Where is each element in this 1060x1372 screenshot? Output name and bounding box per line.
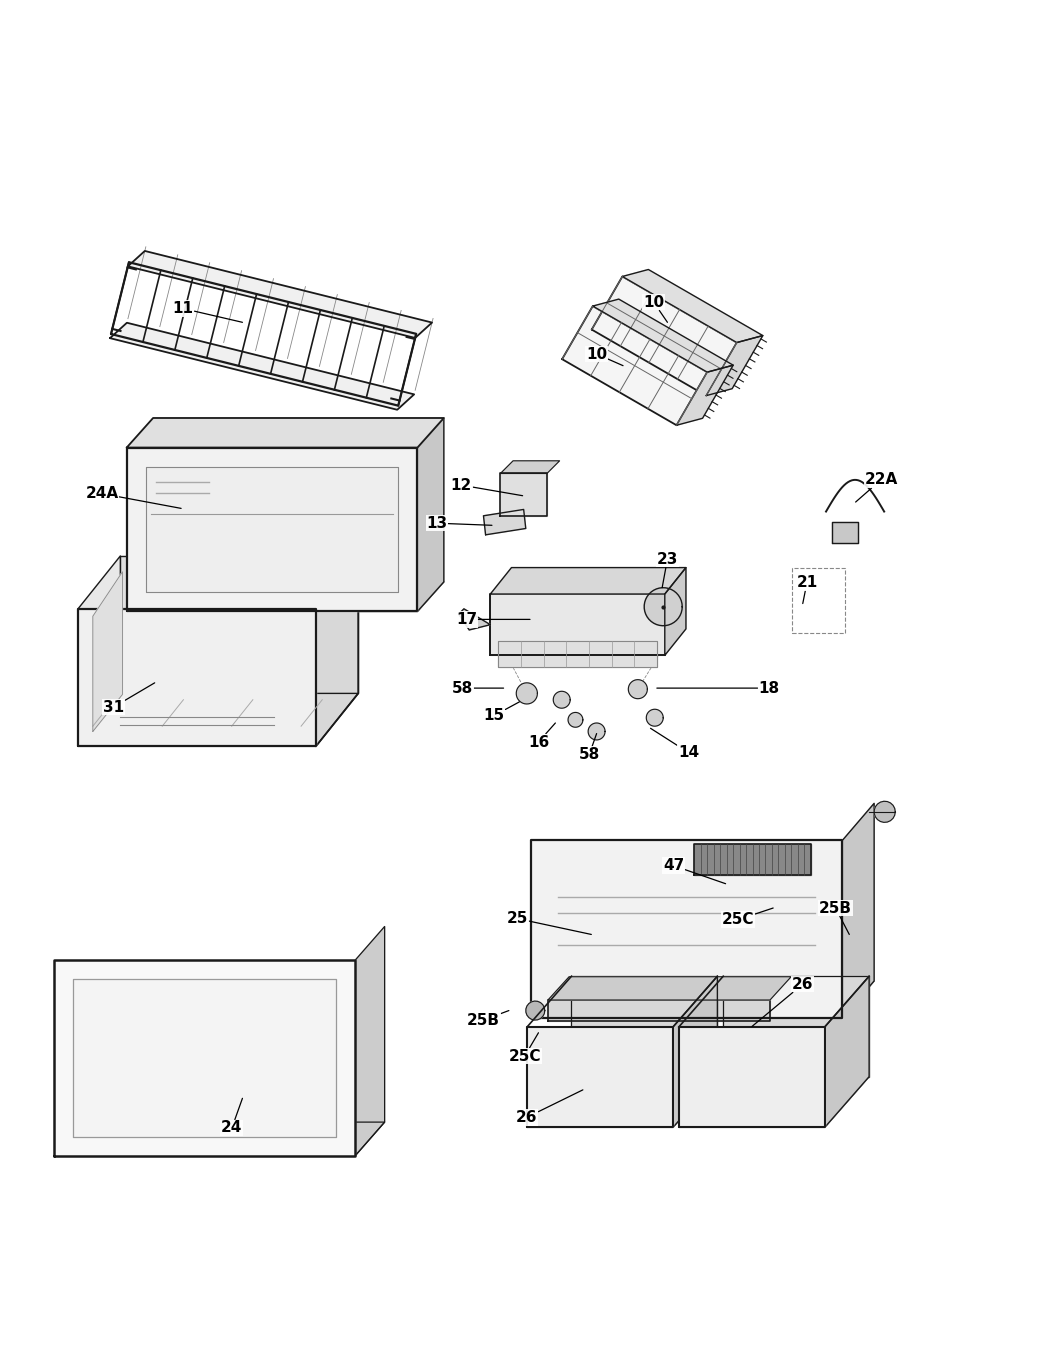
- Polygon shape: [527, 1077, 718, 1128]
- Polygon shape: [93, 572, 123, 731]
- Polygon shape: [874, 801, 896, 822]
- Polygon shape: [665, 568, 686, 656]
- Polygon shape: [706, 336, 763, 395]
- Polygon shape: [527, 1028, 673, 1128]
- Text: 31: 31: [103, 683, 155, 715]
- Polygon shape: [459, 609, 491, 630]
- Polygon shape: [530, 981, 874, 1018]
- Polygon shape: [516, 683, 537, 704]
- Polygon shape: [678, 1028, 825, 1128]
- Polygon shape: [500, 473, 547, 516]
- Polygon shape: [54, 960, 355, 1157]
- Polygon shape: [843, 804, 874, 1018]
- Text: 24A: 24A: [85, 486, 181, 509]
- Polygon shape: [571, 977, 718, 1077]
- Polygon shape: [491, 594, 665, 656]
- Polygon shape: [622, 269, 763, 343]
- Text: 24: 24: [222, 1099, 243, 1136]
- Polygon shape: [78, 693, 358, 746]
- Polygon shape: [145, 466, 399, 593]
- Polygon shape: [673, 977, 718, 1128]
- Text: 16: 16: [528, 723, 555, 749]
- Polygon shape: [553, 691, 570, 708]
- Polygon shape: [126, 418, 444, 447]
- Polygon shape: [593, 299, 734, 372]
- Polygon shape: [54, 1122, 385, 1157]
- Polygon shape: [678, 1077, 869, 1128]
- Polygon shape: [562, 306, 707, 425]
- Text: 25: 25: [507, 911, 591, 934]
- Text: 58: 58: [579, 734, 600, 763]
- Polygon shape: [568, 712, 583, 727]
- Polygon shape: [530, 841, 843, 1018]
- Polygon shape: [418, 418, 444, 612]
- Polygon shape: [126, 447, 418, 612]
- Polygon shape: [825, 977, 869, 1128]
- Text: 25B: 25B: [467, 1011, 509, 1028]
- Polygon shape: [78, 609, 316, 746]
- Text: 23: 23: [657, 552, 678, 587]
- Text: 26: 26: [516, 1089, 583, 1125]
- Text: 15: 15: [483, 702, 519, 723]
- Polygon shape: [121, 556, 358, 693]
- Polygon shape: [73, 980, 336, 1137]
- Text: 25B: 25B: [819, 900, 852, 934]
- Polygon shape: [491, 568, 686, 594]
- Text: 25C: 25C: [509, 1033, 541, 1063]
- Polygon shape: [500, 461, 560, 473]
- Text: 12: 12: [450, 477, 523, 495]
- Polygon shape: [128, 251, 432, 338]
- Polygon shape: [723, 977, 869, 1077]
- Polygon shape: [588, 723, 605, 740]
- Text: 10: 10: [586, 347, 623, 366]
- Polygon shape: [629, 679, 648, 698]
- Text: 58: 58: [452, 681, 504, 696]
- Text: 18: 18: [657, 681, 779, 696]
- Polygon shape: [832, 523, 858, 543]
- Text: 17: 17: [456, 612, 530, 627]
- Polygon shape: [498, 641, 657, 668]
- Polygon shape: [676, 365, 734, 425]
- Polygon shape: [126, 582, 444, 612]
- Polygon shape: [548, 1000, 770, 1021]
- Text: 11: 11: [173, 300, 243, 322]
- Polygon shape: [110, 322, 414, 410]
- Polygon shape: [483, 509, 526, 535]
- Polygon shape: [591, 277, 737, 395]
- Text: 22A: 22A: [855, 472, 898, 502]
- Polygon shape: [644, 587, 683, 626]
- Text: 26: 26: [752, 977, 813, 1026]
- Polygon shape: [548, 977, 791, 1000]
- Text: 25C: 25C: [722, 908, 773, 927]
- Text: 14: 14: [651, 729, 700, 760]
- Polygon shape: [78, 556, 121, 746]
- Text: 10: 10: [643, 295, 668, 322]
- Polygon shape: [355, 926, 385, 1157]
- Polygon shape: [647, 709, 664, 726]
- Polygon shape: [526, 1002, 545, 1019]
- Text: 21: 21: [796, 575, 817, 604]
- Text: 13: 13: [426, 516, 492, 531]
- Polygon shape: [694, 844, 811, 875]
- Text: 47: 47: [664, 859, 726, 884]
- Polygon shape: [316, 556, 358, 746]
